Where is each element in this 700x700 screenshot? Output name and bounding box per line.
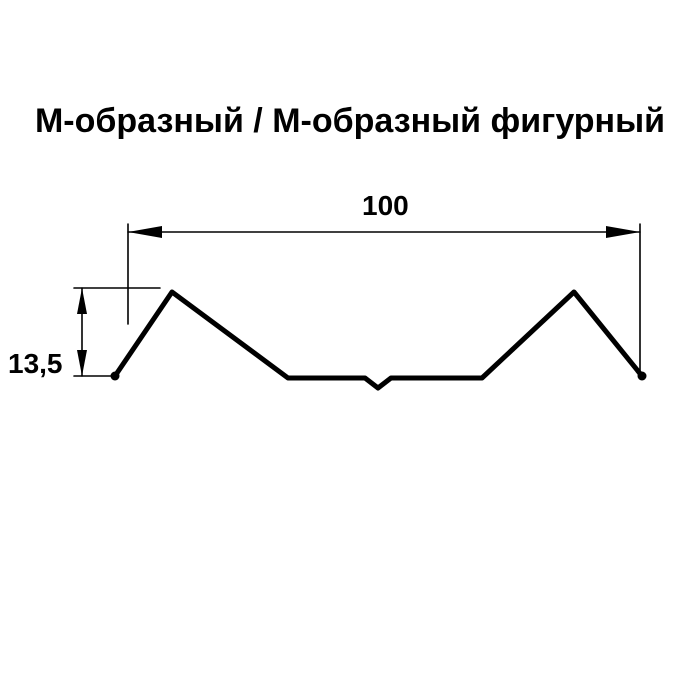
diagram-svg bbox=[0, 0, 700, 700]
diagram-container: М-образный / М-образный фигурный 100 13,… bbox=[0, 0, 700, 700]
